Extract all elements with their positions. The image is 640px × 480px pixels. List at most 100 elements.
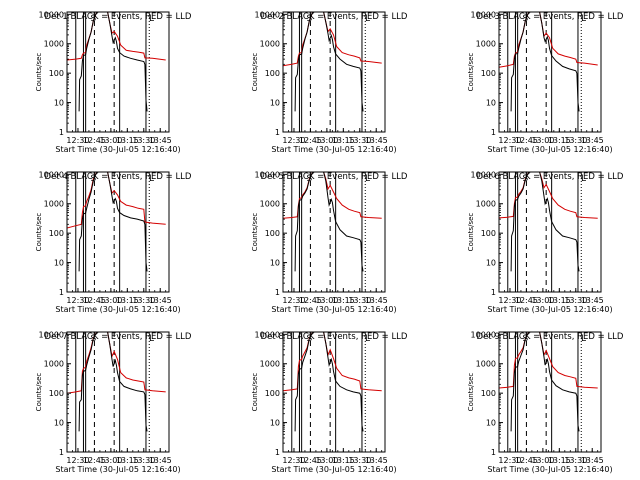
plot-frame	[282, 171, 386, 293]
y-tick-label: 100	[481, 229, 496, 238]
series-events-line	[294, 332, 364, 432]
y-tick-label: 100	[265, 389, 280, 398]
x-tick-label: 13:45	[365, 136, 388, 145]
panel-det-1: 1 10 100 1000 10000 12:3012:4513:0013:1513:30…	[35, 10, 192, 154]
chart-title: Det 9 BLACK = Events, RED = LLD	[477, 332, 624, 342]
series-lld-line	[283, 332, 382, 392]
series-events-line	[510, 12, 580, 112]
x-tick-label: 13:15	[548, 456, 571, 465]
y-axis-label: Counts/sec	[467, 53, 475, 92]
x-tick-label: 12:45	[299, 136, 322, 145]
x-tick-label: 12:30	[282, 136, 305, 145]
x-tick-label: 13:30	[564, 136, 587, 145]
y-tick-label: 10000	[255, 10, 280, 19]
marker-lines	[291, 332, 366, 452]
y-tick-label: 10000	[39, 170, 64, 179]
y-tick-label: 1	[275, 288, 280, 297]
annotation-label: S	[90, 14, 96, 24]
x-tick-label: 12:30	[498, 136, 521, 145]
x-tick-label: 12:45	[515, 456, 538, 465]
chart-title: Det 8 BLACK = Events, RED = LLD	[261, 332, 408, 342]
y-tick-label: 1	[275, 448, 280, 457]
y-tick-label: 100	[49, 229, 64, 238]
x-tick-label: 12:30	[66, 456, 89, 465]
x-tick-label: 13:45	[149, 296, 172, 305]
panel-det-7: 1 10 100 1000 10000 12:3012:4513:0013:1513:30…	[35, 330, 192, 474]
x-axis-label: Start Time (30-Jul-05 12:16:40)	[271, 145, 396, 154]
chart-title: Det 4 BLACK = Events, RED = LLD	[45, 172, 192, 182]
panel-det-2: 1 10 100 1000 10000 12:3012:4513:0013:1513:30…	[251, 10, 408, 154]
y-tick-label: 10	[54, 259, 64, 268]
x-tick-label: 13:45	[365, 296, 388, 305]
y-axis-label: Counts/sec	[251, 213, 259, 252]
annotation-label: L	[365, 14, 370, 24]
panel-det-8: 1 10 100 1000 10000 12:3012:4513:0013:1513:30…	[251, 330, 408, 474]
x-tick-label: 12:45	[83, 296, 106, 305]
marker-lines	[507, 12, 582, 132]
marker-lines	[291, 12, 366, 132]
y-tick-label: 1	[491, 128, 496, 137]
plot-frame	[282, 331, 386, 453]
x-tick-label: 13:00	[99, 456, 122, 465]
x-tick-label: 12:30	[498, 456, 521, 465]
x-tick-label: 12:30	[282, 456, 305, 465]
plot-frame	[498, 11, 602, 133]
y-tick-label: 10000	[471, 330, 496, 339]
x-tick-label: 13:30	[564, 296, 587, 305]
plot-frame	[66, 171, 170, 293]
chart-title: Det 7 BLACK = Events, RED = LLD	[45, 332, 192, 342]
x-tick-label: 13:45	[581, 136, 604, 145]
annotation-label: L	[365, 174, 370, 184]
annotation-label: L	[149, 174, 154, 184]
y-tick-label: 1000	[476, 40, 496, 49]
x-tick-label: 13:45	[581, 456, 604, 465]
y-tick-label: 10	[486, 259, 496, 268]
x-tick-label: 13:00	[99, 136, 122, 145]
y-tick-label: 1	[491, 448, 496, 457]
x-tick-label: 12:45	[299, 456, 322, 465]
x-tick-label: 13:00	[531, 456, 554, 465]
annotation-label: L	[581, 14, 586, 24]
x-tick-label: 13:30	[348, 136, 371, 145]
marker-lines	[75, 12, 150, 132]
x-tick-label: 12:45	[83, 136, 106, 145]
y-tick-label: 10000	[255, 170, 280, 179]
x-tick-label: 13:15	[116, 456, 139, 465]
x-tick-label: 13:15	[116, 296, 139, 305]
y-axis-label: Counts/sec	[467, 213, 475, 252]
annotation-label: L	[581, 334, 586, 344]
y-tick-label: 100	[265, 229, 280, 238]
y-tick-label: 10	[270, 259, 280, 268]
y-tick-label: 100	[481, 389, 496, 398]
annotation-label: S	[306, 334, 312, 344]
marker-lines	[507, 332, 582, 452]
y-tick-label: 1000	[260, 200, 280, 209]
panel-det-6: 1 10 100 1000 10000 12:3012:4513:0013:1513:30…	[467, 170, 624, 314]
x-tick-label: 13:15	[548, 136, 571, 145]
panel-det-5: 1 10 100 1000 10000 12:3012:4513:0013:1513:30…	[251, 170, 408, 314]
series-lld-line	[499, 172, 598, 219]
x-axis-label: Start Time (30-Jul-05 12:16:40)	[55, 465, 180, 474]
annotation-label: L	[581, 174, 586, 184]
x-axis-label: Start Time (30-Jul-05 12:16:40)	[487, 305, 612, 314]
y-axis-label: Counts/sec	[467, 373, 475, 412]
plot-frame	[282, 11, 386, 133]
series-events-line	[78, 12, 148, 112]
annotation-label: S	[522, 334, 528, 344]
x-tick-label: 13:30	[132, 136, 155, 145]
plot-frame	[498, 331, 602, 453]
y-tick-label: 10	[54, 419, 64, 428]
y-tick-label: 1000	[260, 40, 280, 49]
series-events-line	[510, 172, 580, 272]
y-tick-label: 100	[49, 69, 64, 78]
chart-title: Det 3 BLACK = Events, RED = LLD	[477, 12, 624, 22]
y-axis-label: Counts/sec	[251, 373, 259, 412]
marker-lines	[75, 172, 150, 292]
y-tick-label: 10	[486, 419, 496, 428]
x-axis-label: Start Time (30-Jul-05 12:16:40)	[487, 145, 612, 154]
x-tick-label: 13:00	[315, 456, 338, 465]
series-lld-line	[499, 332, 598, 389]
series-events-line	[78, 332, 148, 432]
series-events-line	[78, 172, 148, 272]
chart-title: Det 1 BLACK = Events, RED = LLD	[45, 12, 192, 22]
